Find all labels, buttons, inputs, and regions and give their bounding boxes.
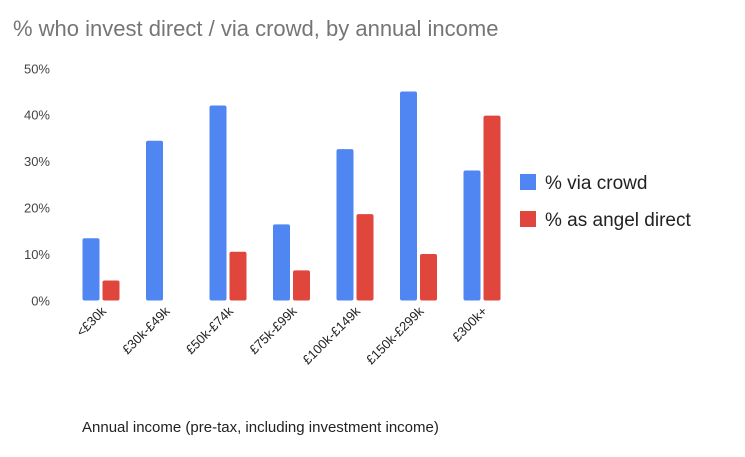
bar-angel-direct xyxy=(229,251,247,301)
bar-via-crowd xyxy=(209,105,227,301)
legend-label: % via crowd xyxy=(545,173,647,194)
bar-angel-direct xyxy=(483,115,501,301)
x-tick-label: £30k-£49k xyxy=(119,303,173,357)
chart-title: % who invest direct / via crowd, by annu… xyxy=(13,16,499,41)
legend-swatch xyxy=(520,174,536,190)
bar-via-crowd xyxy=(463,170,481,301)
bar-via-crowd xyxy=(82,238,100,301)
bar-via-crowd xyxy=(273,224,290,301)
bar-via-crowd xyxy=(146,140,163,301)
y-tick-label: 20% xyxy=(24,201,50,216)
y-tick-label: 0% xyxy=(31,294,50,309)
x-tick-label: £300k+ xyxy=(449,304,490,345)
bar-angel-direct xyxy=(293,270,310,301)
bar-via-crowd xyxy=(400,91,417,301)
y-tick-label: 10% xyxy=(24,247,50,262)
x-tick-label: £150k-£299k xyxy=(363,303,427,367)
bar-angel-direct xyxy=(420,254,437,301)
x-tick-label: £75k-£99k xyxy=(246,303,300,357)
bar-angel-direct xyxy=(102,280,120,301)
x-tick-label: £50k-£74k xyxy=(183,303,237,357)
y-tick-label: 30% xyxy=(24,154,50,169)
x-axis-title: Annual income (pre-tax, including invest… xyxy=(82,419,439,436)
y-tick-label: 50% xyxy=(24,61,50,76)
x-tick-label: <£30k xyxy=(73,303,109,339)
legend-swatch xyxy=(520,211,536,227)
legend-label: % as angel direct xyxy=(545,210,691,231)
x-tick-label: £100k-£149k xyxy=(299,303,363,367)
y-tick-label: 40% xyxy=(24,108,50,123)
bar-via-crowd xyxy=(336,149,354,301)
bar-angel-direct xyxy=(356,214,374,301)
